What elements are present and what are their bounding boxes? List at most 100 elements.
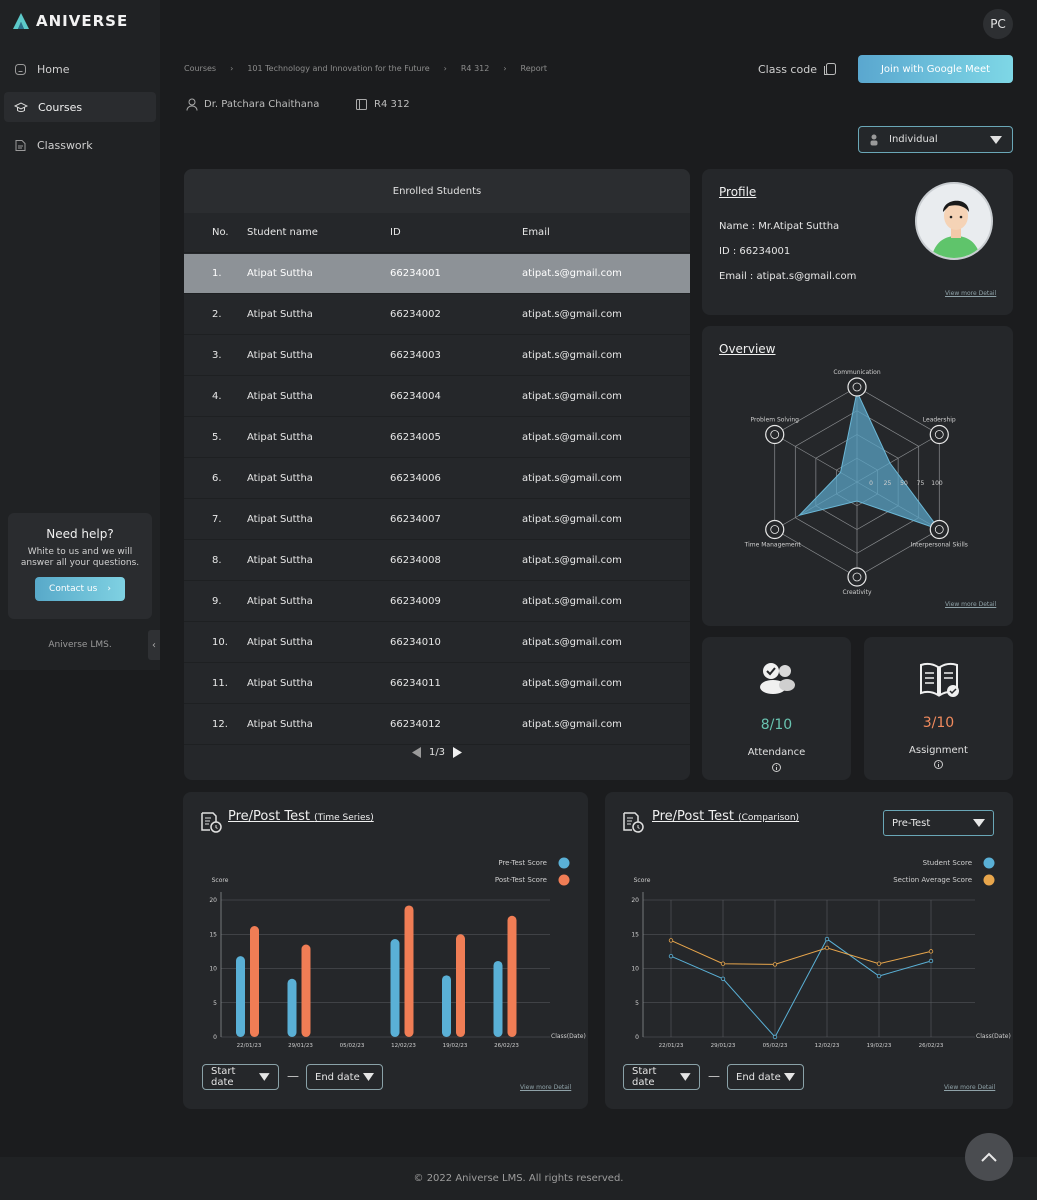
skill-icon-glyph (770, 430, 780, 439)
x-axis-label: Class(Date) (976, 1033, 1011, 1040)
test-type-select[interactable]: Pre-Test (883, 810, 994, 836)
end-date-picker[interactable]: End date (306, 1064, 383, 1090)
info-icon[interactable] (934, 760, 943, 769)
y-tick-label: 20 (631, 897, 639, 904)
table-row[interactable]: 11. Atipat Suttha 66234011 atipat.s@gmail.c… (184, 664, 690, 704)
page-indicator: 1/3 (428, 747, 446, 758)
skill-icon-glyph (852, 382, 862, 392)
time-series-bar-chart: 0 5 10 15 20 Score Class(Date) 22/01/23 29/01/23… (209, 857, 586, 1049)
sidebar-item-home[interactable]: Home (4, 54, 156, 84)
data-point (876, 961, 882, 966)
row-number: 7. (212, 514, 222, 525)
radar-axis-label: Problem Solving (751, 417, 800, 424)
table-row[interactable]: 2. Atipat Suttha 66234002 atipat.s@gmail.co… (184, 295, 690, 335)
legend-label: Post-Test Score (495, 876, 547, 884)
legend-swatch (983, 857, 995, 869)
start-date-picker[interactable]: Start date (202, 1064, 279, 1090)
table-row[interactable]: 5. Atipat Suttha 66234005 atipat.s@gmail.co… (184, 418, 690, 458)
x-tick-label: 29/01/23 (711, 1043, 736, 1049)
data-point (824, 936, 830, 942)
data-point (772, 962, 778, 967)
overview-view-more-link[interactable]: View more Detail (945, 601, 997, 608)
legend-label: Pre-Test Score (498, 859, 547, 867)
scroll-to-top-button[interactable] (965, 1133, 1013, 1181)
attendance-icon (760, 663, 795, 694)
x-tick-label: 22/01/23 (237, 1043, 262, 1049)
sidebar-item-label: Classwork (37, 138, 93, 152)
profile-view-more-link[interactable]: View more Detail (945, 290, 997, 297)
class-code[interactable]: Class code (758, 62, 837, 76)
time-series-subtitle: (Time Series) (314, 813, 374, 823)
caret-down-icon (784, 1073, 795, 1081)
enrolled-students-card: Enrolled Students No. Student name ID Em… (184, 169, 690, 780)
assignment-value: 3/10 (922, 715, 955, 731)
start-date-picker[interactable]: Start date (623, 1064, 700, 1090)
bar (404, 905, 414, 1037)
sidebar-item-classwork[interactable]: Classwork (4, 130, 156, 160)
x-tick-label: 29/01/23 (288, 1043, 313, 1049)
table-row[interactable]: 6. Atipat Suttha 66234006 atipat.s@gmail.co… (184, 459, 690, 499)
attendance-card: 8/10 Attendance (702, 637, 851, 780)
legend-swatch (558, 857, 570, 869)
row-number: 3. (212, 350, 222, 361)
profile-title: Profile (719, 185, 757, 199)
student-name: Atipat Suttha (247, 432, 313, 443)
skills-radar-chart: 0 25 50 75 100 Communication Leadership Interpe… (744, 369, 968, 596)
comparison-view-more-link[interactable]: View more Detail (944, 1084, 996, 1091)
sidebar-brand: Aniverse LMS. (48, 640, 112, 650)
sidebar-item-courses[interactable]: Courses (4, 92, 156, 122)
time-series-title-text: Pre/Post Test (228, 809, 310, 824)
copy-icon[interactable] (823, 62, 837, 76)
series-line (670, 938, 932, 1038)
data-point (720, 961, 726, 966)
y-tick-label: 15 (209, 931, 217, 938)
skill-icon (765, 519, 785, 540)
attendance-label: Attendance (747, 747, 806, 758)
breadcrumb-room[interactable]: R4 312 (460, 64, 490, 73)
profile-email: Email : atipat.s@gmail.com (719, 271, 857, 282)
breadcrumb-course[interactable]: 101 Technology and Innovation for the Fu… (247, 64, 430, 73)
legend-swatch (558, 874, 570, 886)
legend-label: Section Average Score (893, 876, 972, 884)
table-row[interactable]: 8. Atipat Suttha 66234008 atipat.s@gmail.co… (184, 541, 690, 581)
collapse-sidebar-button[interactable]: ‹ (148, 630, 160, 660)
table-row[interactable]: 1. Atipat Suttha 66234001 atipat.s@gmail.co… (184, 254, 690, 294)
time-series-view-more-link[interactable]: View more Detail (520, 1084, 572, 1091)
bar (390, 939, 400, 1037)
breadcrumb-courses[interactable]: Courses (184, 64, 217, 73)
student-email: atipat.s@gmail.com (522, 596, 622, 607)
table-row[interactable]: 7. Atipat Suttha 66234007 atipat.s@gmail.co… (184, 500, 690, 540)
skill-icon (847, 567, 867, 587)
table-row[interactable]: 9. Atipat Suttha 66234009 atipat.s@gmail.co… (184, 582, 690, 622)
assignment-card: 3/10 Assignment (864, 637, 1013, 780)
view-mode-select[interactable]: Individual (858, 126, 1013, 153)
pre-post-time-series-card: Pre/Post Test (Time Series) 0 5 10 15 20 Scor… (183, 792, 588, 1109)
student-id: 66234005 (390, 432, 441, 443)
y-axis-label: Score (634, 877, 651, 884)
room-info: R4 312 (355, 98, 410, 111)
assignment-book-icon (920, 662, 959, 697)
info-icon[interactable] (772, 763, 781, 772)
app-logo[interactable]: ANIVERSE (12, 12, 128, 30)
table-row[interactable]: 3. Atipat Suttha 66234003 atipat.s@gmail.co… (184, 336, 690, 376)
user-avatar[interactable]: PC (983, 9, 1013, 39)
attendance-value: 8/10 (760, 717, 793, 733)
help-card: Need help? White to us and we will answe… (8, 513, 152, 619)
student-email: atipat.s@gmail.com (522, 350, 622, 361)
radar-axis-label: Time Management (744, 542, 802, 549)
profile-card: Profile Name : Mr.Atipat Suttha ID : 662… (702, 169, 1013, 315)
chevron-right-icon: › (443, 64, 447, 73)
student-email: atipat.s@gmail.com (522, 309, 622, 320)
table-row[interactable]: 12. Atipat Suttha 66234012 atipat.s@gmail.c… (184, 705, 690, 745)
student-name: Atipat Suttha (247, 514, 313, 525)
prev-page-icon[interactable] (411, 747, 421, 758)
join-google-meet-button[interactable]: Join with Google Meet (858, 55, 1013, 83)
contact-us-button[interactable]: Contact us › (35, 577, 125, 601)
test-report-icon (201, 812, 222, 833)
table-row[interactable]: 4. Atipat Suttha 66234004 atipat.s@gmail.co… (184, 377, 690, 417)
next-page-icon[interactable] (453, 747, 463, 758)
table-row[interactable]: 10. Atipat Suttha 66234010 atipat.s@gmail.c… (184, 623, 690, 663)
student-id: 66234003 (390, 350, 441, 361)
radar-axis-label: Interpersonal Skills (911, 542, 968, 549)
end-date-picker[interactable]: End date (727, 1064, 804, 1090)
